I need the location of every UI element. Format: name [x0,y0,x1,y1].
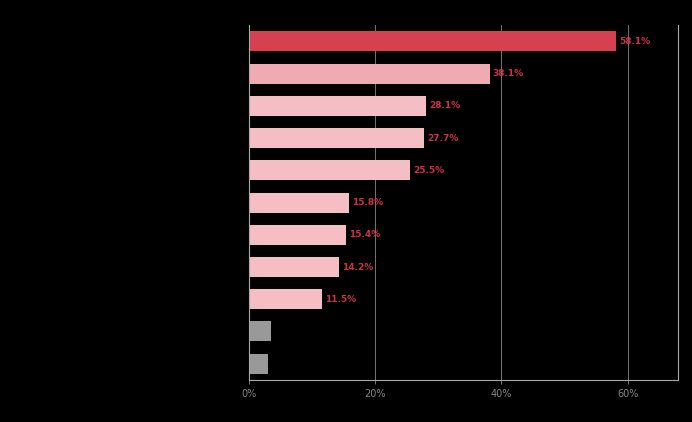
Text: 15.4%: 15.4% [349,230,381,239]
Text: 28.1%: 28.1% [430,101,461,111]
Text: 58.1%: 58.1% [619,37,650,46]
Bar [249,160,410,180]
Bar [249,32,616,51]
Text: 14.2%: 14.2% [342,262,373,271]
Bar [249,96,426,116]
Bar [249,289,322,309]
Bar [249,322,271,341]
Bar [249,225,346,245]
Text: 15.8%: 15.8% [352,198,383,207]
Bar [249,257,338,277]
Bar [249,128,424,148]
Text: 11.5%: 11.5% [325,295,356,304]
Text: 25.5%: 25.5% [413,166,444,175]
Text: 38.1%: 38.1% [493,69,524,78]
Bar [249,64,489,84]
Bar [249,192,349,213]
Text: 27.7%: 27.7% [427,134,458,143]
Bar [249,354,268,373]
